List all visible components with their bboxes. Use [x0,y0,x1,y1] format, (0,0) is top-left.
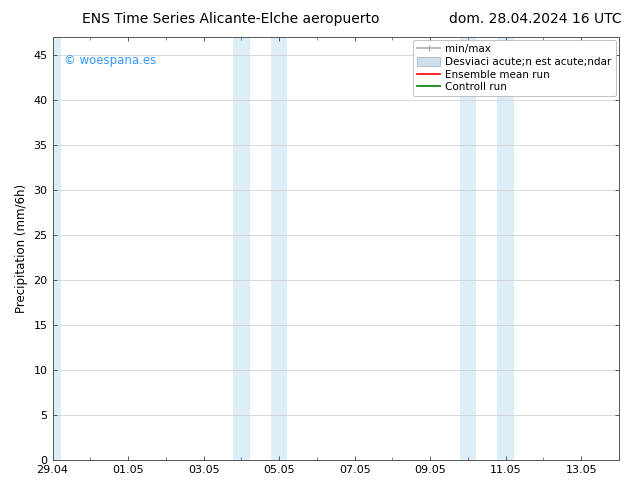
Bar [460,37,476,460]
Text: © woespana.es: © woespana.es [64,54,156,67]
Text: dom. 28.04.2024 16 UTC: dom. 28.04.2024 16 UTC [449,12,621,26]
Bar [51,37,61,460]
Y-axis label: Precipitation (mm/6h): Precipitation (mm/6h) [15,184,28,313]
Text: ENS Time Series Alicante-Elche aeropuerto: ENS Time Series Alicante-Elche aeropuert… [82,12,380,26]
Bar [498,37,514,460]
Bar [233,37,250,460]
Legend: min/max, Desviaci acute;n est acute;ndar, Ensemble mean run, Controll run: min/max, Desviaci acute;n est acute;ndar… [413,40,616,97]
Bar [271,37,287,460]
